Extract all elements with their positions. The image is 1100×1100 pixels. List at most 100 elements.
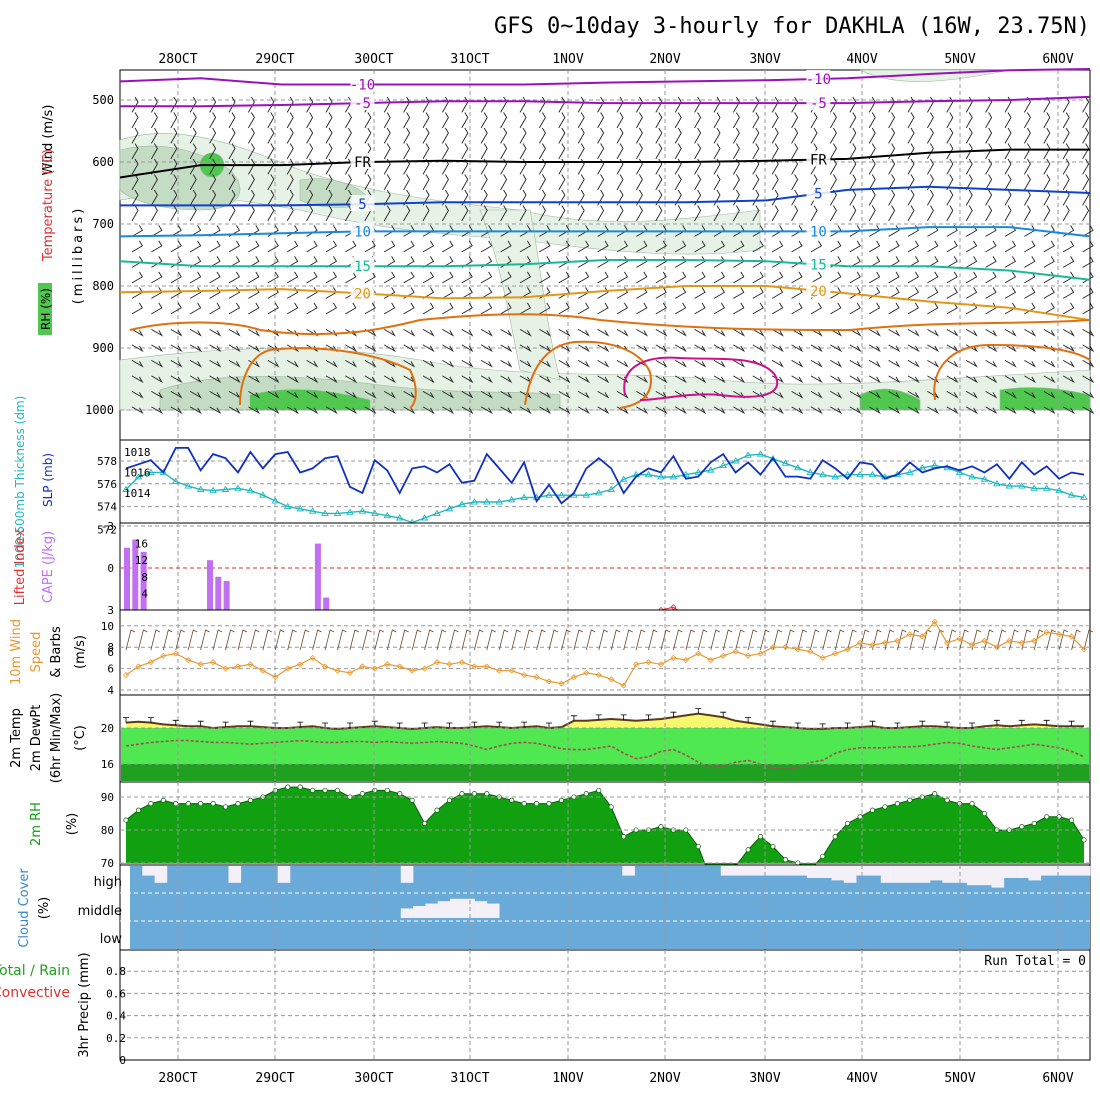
wind-barb: [228, 158, 236, 175]
cape-label-li: Lifted Index: [13, 528, 28, 605]
wind-barb: [306, 406, 319, 415]
thickness-point: [1067, 491, 1076, 498]
wind-speed-point: [172, 650, 179, 657]
rh-point: [1019, 824, 1025, 830]
li-point: [670, 604, 677, 611]
contour-line: [129, 313, 1091, 336]
cloud-high-gap: [1040, 866, 1054, 876]
wind-barb: [480, 174, 488, 191]
wind-barb: [151, 271, 163, 284]
wind-barb: [1024, 158, 1031, 175]
contour-label: 10: [810, 224, 827, 240]
contour-line: [933, 343, 1091, 401]
wind-barb: [616, 96, 624, 113]
wind-barb: [985, 96, 993, 113]
wind-barb: [519, 302, 532, 315]
minmax-whisker: [371, 720, 378, 727]
wind-barb: [248, 127, 255, 144]
cape-label-cape: CAPE (J/kg): [41, 531, 56, 603]
rh-point: [384, 787, 390, 793]
wind-barb: [306, 189, 314, 206]
cloud-high-gap: [1003, 866, 1017, 878]
wind-barb: [209, 375, 222, 384]
contour-label-bg: [806, 150, 831, 167]
wind-barb: [209, 344, 222, 353]
wind-barb: [1082, 344, 1095, 353]
wind-barb: [1082, 391, 1095, 399]
wind10m-barb: [362, 629, 372, 651]
wind-speed-point: [1031, 637, 1038, 644]
rh-point: [894, 801, 900, 807]
wind-barb: [907, 287, 920, 299]
wind-barb: [267, 302, 279, 315]
wind10m-barb: [225, 629, 235, 651]
wind10m-barb: [834, 629, 845, 651]
contour-label-bg: [806, 255, 831, 272]
wind-barb: [616, 127, 624, 144]
wind-barb: [248, 174, 255, 191]
wind-barb: [325, 127, 333, 144]
wind10m-barb: [1009, 629, 1019, 651]
wind-barb: [927, 158, 934, 175]
rh-label-unit: (%): [65, 813, 80, 836]
wind10m-barb: [337, 629, 347, 651]
wind-barb: [306, 127, 314, 144]
wind10m-barb: [200, 629, 210, 651]
wind10m-barb: [1033, 629, 1044, 651]
wind-barb: [519, 127, 527, 144]
rh-point: [359, 791, 365, 797]
wind-barb: [403, 271, 415, 284]
wind-barb: [228, 302, 241, 315]
wind-barb: [209, 174, 217, 191]
wind-barb: [1004, 240, 1017, 253]
minmax-whisker: [197, 720, 204, 727]
wind-barb: [636, 240, 648, 253]
minmax-whisker: [620, 714, 627, 720]
contour-label-bg: [350, 153, 375, 169]
wind-barb: [577, 143, 585, 160]
wind-barb: [985, 406, 998, 415]
wind-speed-point: [881, 639, 889, 646]
wind-barb: [733, 287, 745, 299]
wind10m-barb: [561, 629, 571, 651]
wind-barb: [1062, 406, 1075, 415]
wind-barb: [888, 127, 896, 144]
wind-barb: [442, 112, 449, 129]
wind-barb: [442, 344, 455, 353]
wind-barb: [1062, 240, 1075, 253]
wind-barb: [733, 127, 740, 144]
wind-barb: [946, 375, 959, 384]
cloud-high-gap: [880, 866, 894, 883]
wind-barb: [248, 240, 260, 253]
wind-barb: [151, 375, 164, 384]
wind-barb: [364, 271, 376, 284]
wind-barb: [209, 302, 221, 315]
wind-barb: [965, 112, 973, 129]
wind-barb: [500, 302, 512, 315]
wind-barb: [383, 143, 391, 160]
precip-panel: 0.8 0.6 0.4 0.2 0 Run Total = 0 Total / Rain…: [0, 949, 1091, 1067]
wind-speed-point: [633, 661, 640, 668]
precip-panel-frame: [119, 949, 1091, 1061]
wind-barb: [209, 271, 221, 284]
wind-barb: [151, 127, 158, 144]
thickness-point: [794, 463, 802, 471]
wind-barb: [636, 174, 643, 191]
thickness-line: [125, 453, 1085, 524]
wind-barb: [597, 256, 609, 268]
wind-barb: [694, 143, 702, 160]
wind-barb: [1043, 302, 1055, 315]
wind-barb: [655, 112, 663, 129]
bottom-date-label: 30OCT: [354, 1071, 393, 1086]
wind-barb: [442, 375, 455, 384]
wind-barb: [849, 205, 857, 222]
top-date-label: 6NOV: [1042, 52, 1073, 67]
minmax-whisker: [993, 719, 1000, 726]
wind-speed-point: [421, 665, 428, 672]
top-date-label: 4NOV: [846, 52, 877, 67]
wind-tick-label: 8: [107, 641, 114, 654]
wind-barb: [888, 329, 901, 337]
wind-barb: [189, 240, 202, 253]
wind-label-unit: (m/s): [73, 635, 88, 669]
wind-barb: [655, 287, 667, 299]
